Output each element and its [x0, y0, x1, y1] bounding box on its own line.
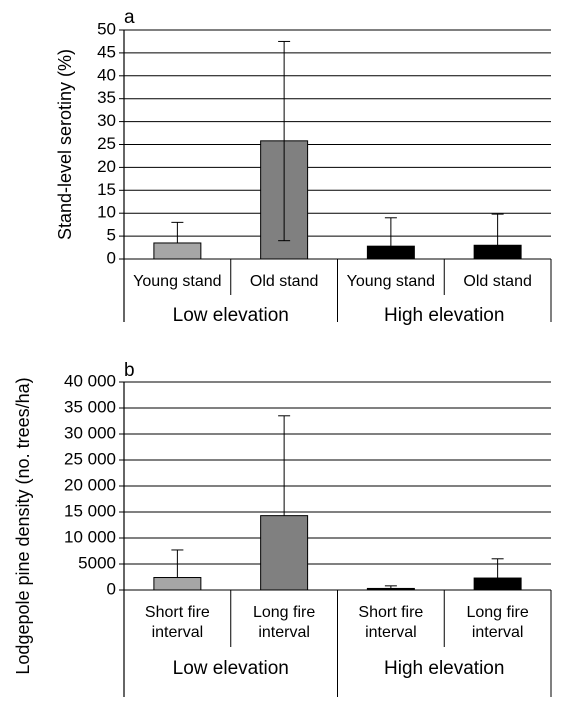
x-category-label: Young stand: [347, 273, 435, 290]
y-tick-label: 5000: [78, 553, 116, 572]
y-tick-label: 20: [97, 157, 116, 176]
y-tick-label: 30 000: [64, 423, 116, 442]
y-tick-label: 50: [97, 19, 116, 38]
x-category-label: Short fire: [145, 604, 210, 621]
y-tick-label: 10: [97, 203, 116, 222]
bar: [260, 515, 309, 591]
x-category-label: Short fire: [358, 604, 423, 621]
y-tick-label: 35: [97, 88, 116, 107]
y-tick-label: 0: [107, 248, 116, 267]
y-tick-label: 40 000: [64, 371, 116, 390]
x-category-label: interval: [258, 624, 310, 641]
y-tick-label: 40: [97, 65, 116, 84]
bar: [473, 244, 522, 260]
y-tick-label: 45: [97, 42, 116, 61]
x-group-label: High elevation: [384, 305, 504, 326]
y-tick-label: 35 000: [64, 397, 116, 416]
x-category-label: interval: [365, 624, 417, 641]
y-tick-label: 15: [97, 180, 116, 199]
panel-label: b: [124, 360, 135, 381]
bar: [366, 587, 415, 591]
x-category-label: Long fire: [253, 604, 315, 621]
x-category-label: Young stand: [133, 273, 221, 290]
y-axis-label: Lodgepole pine density (no. trees/ha): [13, 377, 33, 674]
x-category-label: interval: [472, 624, 524, 641]
y-tick-label: 10 000: [64, 527, 116, 546]
y-tick-label: 30: [97, 111, 116, 130]
chart-panel-b: b Lodgepole pine density (no. trees/ha) 0 5…: [13, 360, 552, 697]
x-category-label: Old stand: [250, 273, 318, 290]
y-tick-label: 25: [97, 134, 116, 153]
x-group-label: Low elevation: [173, 305, 289, 326]
bar: [473, 577, 522, 591]
panel-label: a: [124, 7, 135, 28]
bar: [153, 242, 202, 260]
y-tick-label: 25 000: [64, 449, 116, 468]
x-group-label: High elevation: [384, 658, 504, 679]
x-category-label: interval: [152, 624, 204, 641]
y-axis-label: Stand-level serotiny (%): [55, 49, 75, 240]
y-tick-label: 15 000: [64, 501, 116, 520]
y-tick-label: 20 000: [64, 475, 116, 494]
y-tick-label: 0: [107, 579, 116, 598]
bar: [153, 577, 202, 591]
chart-panel-a: a Stand-level serotiny (%) 0 5 10 15 20 25 30 35 4…: [55, 7, 552, 326]
bar: [366, 245, 415, 260]
y-tick-label: 5: [107, 226, 116, 245]
x-category-label: Long fire: [466, 604, 528, 621]
x-group-label: Low elevation: [173, 658, 289, 679]
x-category-label: Old stand: [463, 273, 531, 290]
